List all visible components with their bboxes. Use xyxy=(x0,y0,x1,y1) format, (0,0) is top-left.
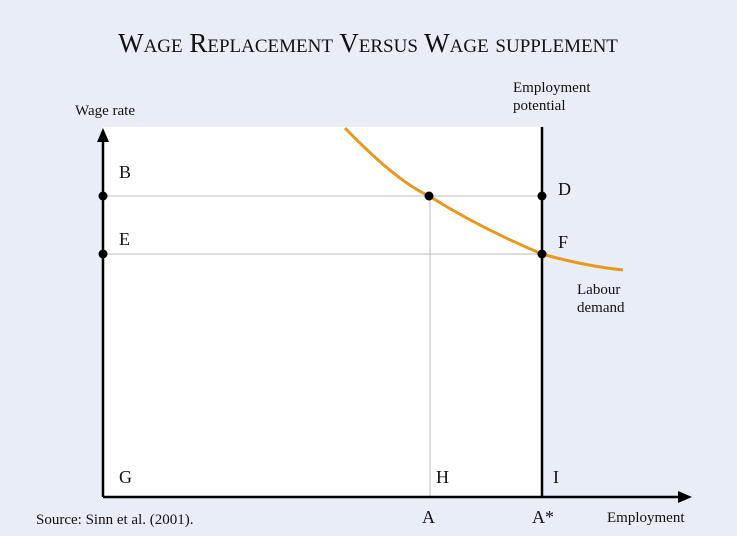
point xyxy=(98,249,108,259)
y-axis-arrow xyxy=(97,128,109,142)
point xyxy=(424,191,434,201)
point-label: H xyxy=(436,467,449,487)
source: Source: Sinn et al. (2001). xyxy=(36,512,193,528)
point-label: B xyxy=(119,162,131,182)
point-label: I xyxy=(553,467,559,487)
employment-potential-label: potential xyxy=(513,98,566,114)
point-label: E xyxy=(119,229,130,249)
point-label: G xyxy=(119,467,132,487)
curve-label: Labour xyxy=(577,282,620,298)
x-tick-label: A xyxy=(422,507,435,527)
curve-label: demand xyxy=(577,300,625,316)
point-label: F xyxy=(558,232,568,252)
labour-demand-curve xyxy=(343,126,624,272)
point xyxy=(537,191,547,201)
x-tick-label: A* xyxy=(532,507,554,527)
title: Wage Replacement Versus Wage supplement xyxy=(118,28,618,58)
y-axis-label: Wage rate xyxy=(75,103,135,119)
point-label: D xyxy=(558,179,571,199)
x-axis-arrow xyxy=(678,491,692,503)
plot-area xyxy=(103,127,542,497)
x-axis-label: Employment xyxy=(607,510,685,526)
point xyxy=(537,249,547,259)
employment-potential-label: Employment xyxy=(513,80,591,96)
point xyxy=(98,191,108,201)
